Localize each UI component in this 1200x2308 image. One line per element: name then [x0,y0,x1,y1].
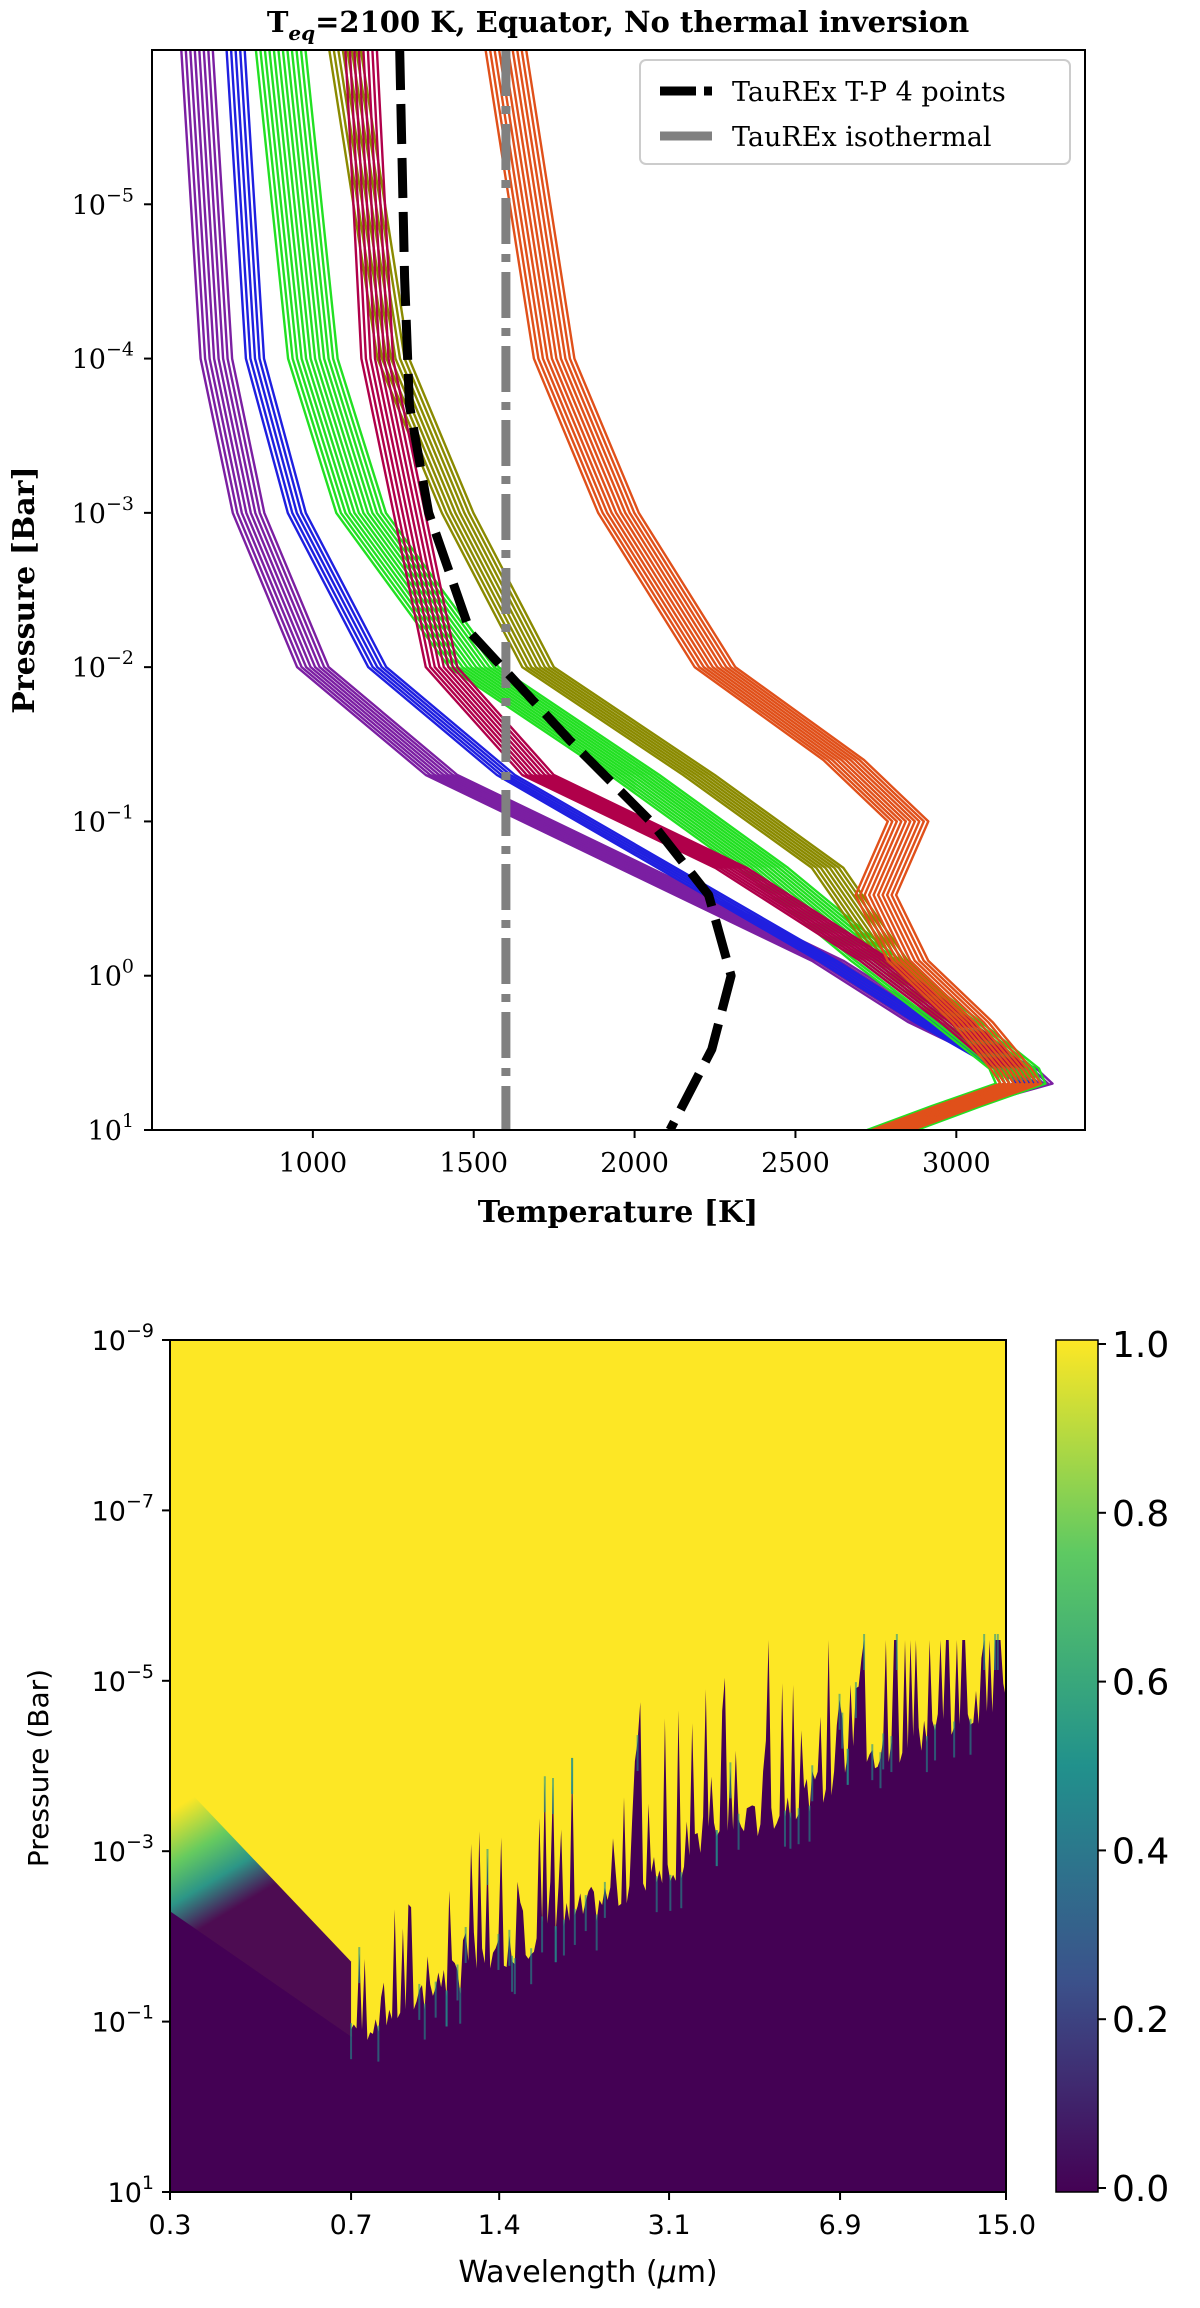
colorbar-tick-label: 0.6 [1112,1663,1169,1704]
top-x-tick-label: 2500 [761,1148,830,1179]
heatmap-frame [169,1339,1007,2193]
heatmap-y-ticks: 10−9 10−7 10−5 10−3 10−1 101 [92,1320,170,2209]
top-x-tick-label: 2000 [600,1148,669,1179]
top-x-tick-label: 1500 [439,1148,508,1179]
top-x-tick-label: 3000 [922,1148,991,1179]
profile-lines [180,50,1054,1130]
profile-line-7-3 [497,50,1016,1130]
heatmap-x-tick-label: 0.7 [330,2210,373,2241]
top-y-tick-label: 10−4 [72,339,134,376]
top-y-tick-label: 101 [88,1110,134,1147]
top-y-tick-label: 10−2 [72,647,134,684]
colorbar-tick-label: 1.0 [1112,1325,1169,1366]
heatmap-y-axis-label: Pressure (Bar) [22,1669,55,1867]
top-x-tick-label: 1000 [279,1148,348,1179]
profile-line-7-7 [516,50,1034,1130]
colorbar-ticks: 0.0 0.2 0.4 0.6 0.8 1.0 [1098,1325,1169,2210]
top-x-axis-label: Temperature [K] [478,1195,759,1230]
top-y-tick-label: 100 [88,956,134,993]
profile-line-7-9 [525,50,1043,1130]
profile-line-7-4 [502,50,1020,1130]
legend-box [639,59,1071,165]
heatmap-y-tick-label: 101 [108,2172,154,2209]
profile-line-7-6 [511,50,1029,1130]
heatmap-x-tick-label: 3.1 [648,2210,691,2241]
colorbar-tick-label: 0.2 [1112,2000,1169,2041]
top-chart-title: Teq=2100 K, Equator, No thermal inversio… [267,5,969,45]
profile-line-7-1 [488,50,1007,1130]
temperature-pressure-chart: Teq=2100 K, Equator, No thermal inversio… [7,5,1086,1230]
heatmap-y-tick-label: 10−7 [92,1490,154,1527]
heatmap-image [170,1340,1006,2192]
colorbar: 0.0 0.2 0.4 0.6 0.8 1.0 [1055,1325,1169,2210]
heatmap-y-tick-label: 10−9 [92,1320,154,1357]
heatmap-y-tick-label: 10−5 [92,1661,154,1698]
top-y-tick-label: 10−3 [72,493,134,530]
colorbar-gradient [1055,1339,1099,2193]
top-y-axis-label: Pressure [Bar] [7,466,42,713]
legend-label-tp: TauREx T-P 4 points [732,77,1006,108]
legend-label-iso: TauREx isothermal [732,122,991,153]
legend: TauREx T-P 4 points TauREx isothermal [639,59,1071,165]
top-y-tick-label: 10−1 [72,801,134,838]
top-y-ticks: 10−5 10−4 10−3 10−2 10−1 100 101 [72,184,152,1147]
top-y-tick-label: 10−5 [72,184,134,221]
heatmap-x-axis-label: Wavelength (μm) [458,2255,717,2290]
profile-line-7-0 [484,50,1002,1130]
heatmap-x-ticks: 0.3 0.7 1.4 3.1 6.9 15.0 [149,2192,1036,2241]
profile-line-7-8 [520,50,1038,1130]
colorbar-tick-label: 0.0 [1112,2169,1169,2210]
heatmap-x-tick-label: 0.3 [149,2210,192,2241]
profile-line-7-2 [493,50,1011,1130]
colorbar-tick-label: 0.4 [1112,1831,1169,1872]
top-plot-frame [151,49,1086,1131]
colorbar-tick-label: 0.8 [1112,1494,1169,1535]
heatmap-x-tick-label: 1.4 [478,2210,521,2241]
top-x-ticks: 1000 1500 2000 2500 3000 [279,1130,991,1179]
contribution-heatmap: 0.3 0.7 1.4 3.1 6.9 15.0 10−9 10−7 10−5 10−3 10−1… [22,1320,1169,2290]
tp-4points-line [395,50,736,1130]
profile-line-7-5 [506,50,1025,1130]
heatmap-x-tick-label: 6.9 [819,2210,862,2241]
heatmap-y-tick-label: 10−3 [92,1831,154,1868]
heatmap-y-tick-label: 10−1 [92,2002,154,2039]
heatmap-x-tick-label: 15.0 [976,2210,1036,2241]
heatmap-transition-band [170,1771,352,2042]
